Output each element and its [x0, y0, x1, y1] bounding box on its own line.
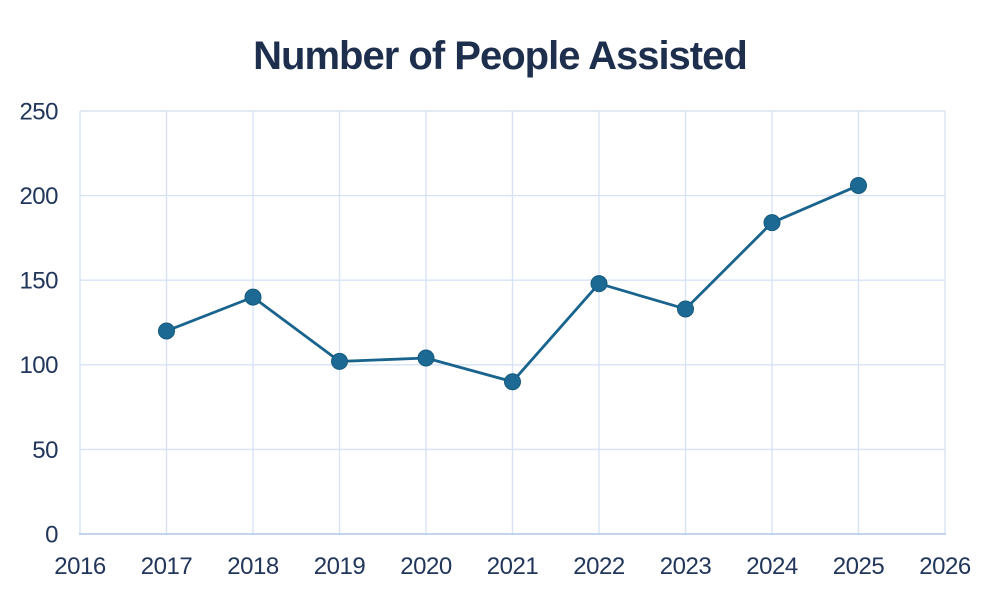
data-point-marker	[590, 275, 608, 293]
x-axis-tick-label: 2026	[919, 553, 971, 580]
x-axis-tick-label: 2025	[833, 553, 885, 580]
y-axis-tick-label: 50	[32, 437, 58, 464]
data-point-marker	[504, 373, 521, 391]
data-point-marker	[763, 214, 781, 232]
data-point-marker	[677, 300, 694, 318]
y-axis-tick-label: 250	[19, 98, 58, 125]
data-point-marker	[244, 288, 262, 306]
data-point-marker	[850, 176, 867, 194]
x-axis-tick-label: 2018	[227, 553, 279, 580]
x-axis-tick-label: 2016	[54, 553, 106, 580]
x-axis-tick-label: 2022	[573, 553, 625, 580]
y-axis-tick-label: 150	[19, 268, 58, 295]
x-axis-tick-label: 2023	[660, 553, 712, 580]
y-axis-tick-label: 100	[19, 352, 58, 379]
y-axis-tick-label: 200	[19, 183, 58, 210]
y-axis-tick-label: 0	[45, 521, 58, 548]
x-axis-tick-label: 2021	[487, 553, 539, 580]
x-axis-tick-label: 2019	[314, 553, 366, 580]
data-point-marker	[158, 322, 175, 340]
x-axis-tick-label: 2017	[141, 553, 193, 580]
x-axis-tick-label: 2024	[746, 553, 798, 580]
data-point-marker	[417, 349, 435, 367]
data-point-marker	[331, 352, 348, 370]
chart-title: Number of People Assisted	[253, 34, 748, 78]
x-axis-tick-label: 2020	[400, 553, 452, 580]
